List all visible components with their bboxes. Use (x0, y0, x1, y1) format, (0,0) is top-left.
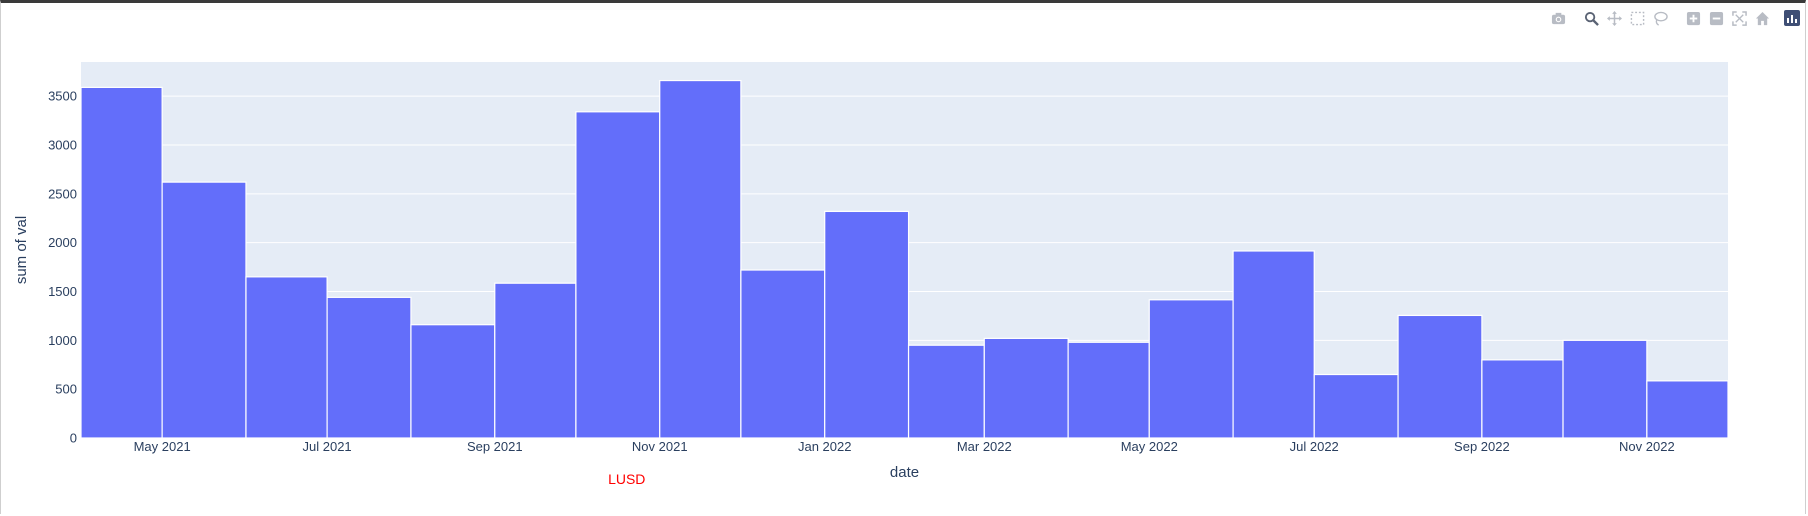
bar[interactable] (1232, 250, 1315, 439)
y-tick-label: 3000 (48, 138, 77, 153)
bar[interactable] (659, 79, 742, 439)
y-tick-label: 1500 (48, 284, 77, 299)
bar[interactable] (1481, 359, 1564, 439)
x-axis-ticks: May 2021 Jul 2021 Sep 2021 Nov 2021 Jan 2022… (134, 439, 1675, 454)
series-annotation: LUSD (608, 471, 645, 487)
x-tick-label: Jul 2021 (303, 439, 352, 454)
bar[interactable] (80, 86, 163, 439)
box-select-icon[interactable] (1627, 8, 1648, 28)
modebar (1548, 8, 1773, 28)
zoom-in-icon[interactable] (1683, 8, 1704, 28)
bars[interactable] (80, 79, 1729, 439)
y-tick-label: 2000 (48, 235, 77, 250)
home-icon[interactable] (1752, 8, 1773, 28)
bar[interactable] (740, 269, 826, 439)
x-tick-label: May 2022 (1121, 439, 1178, 454)
bar[interactable] (907, 344, 985, 439)
x-tick-label: Sep 2022 (1454, 439, 1510, 454)
zoom-out-icon[interactable] (1706, 8, 1727, 28)
x-axis-title: date (890, 464, 919, 481)
bar[interactable] (1148, 299, 1234, 439)
bar[interactable] (494, 282, 577, 439)
x-tick-label: Jul 2022 (1290, 439, 1339, 454)
x-tick-label: Nov 2021 (632, 439, 688, 454)
autoscale-icon[interactable] (1729, 8, 1750, 28)
bar[interactable] (161, 181, 247, 439)
bar[interactable] (1397, 314, 1483, 439)
x-tick-label: Jan 2022 (798, 439, 852, 454)
x-tick-label: May 2021 (134, 439, 191, 454)
pan-icon[interactable] (1604, 8, 1625, 28)
lasso-icon[interactable] (1650, 8, 1671, 28)
bar[interactable] (245, 276, 328, 439)
y-tick-label: 0 (70, 431, 77, 446)
bar[interactable] (1562, 339, 1648, 439)
y-tick-label: 2500 (48, 186, 77, 201)
y-axis-ticks: 0 500 1000 1500 2000 2500 3000 3500 (48, 89, 77, 446)
bar[interactable] (410, 324, 496, 439)
camera-icon[interactable] (1548, 8, 1569, 28)
x-tick-label: Nov 2022 (1619, 439, 1675, 454)
bar[interactable] (1067, 341, 1150, 439)
bar[interactable] (1646, 380, 1729, 439)
zoom-icon[interactable] (1581, 8, 1602, 28)
x-tick-label: Sep 2021 (467, 439, 523, 454)
y-tick-label: 1000 (48, 333, 77, 348)
y-tick-label: 3500 (48, 89, 77, 104)
y-tick-label: 500 (55, 382, 77, 397)
bar[interactable] (326, 296, 412, 439)
bar[interactable] (983, 337, 1069, 439)
bar[interactable] (824, 210, 910, 439)
y-axis-title: sum of val (13, 216, 30, 284)
bar[interactable] (1313, 373, 1399, 439)
x-tick-label: Mar 2022 (957, 439, 1012, 454)
plotly-logo-icon[interactable] (1784, 10, 1800, 26)
bar[interactable] (575, 111, 661, 439)
